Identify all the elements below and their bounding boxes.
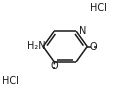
- Text: HCl: HCl: [2, 76, 19, 86]
- Text: O: O: [50, 61, 58, 71]
- Text: HCl: HCl: [90, 3, 107, 13]
- Text: O: O: [89, 41, 97, 52]
- Text: H₂N: H₂N: [27, 41, 45, 51]
- Text: N: N: [79, 26, 86, 36]
